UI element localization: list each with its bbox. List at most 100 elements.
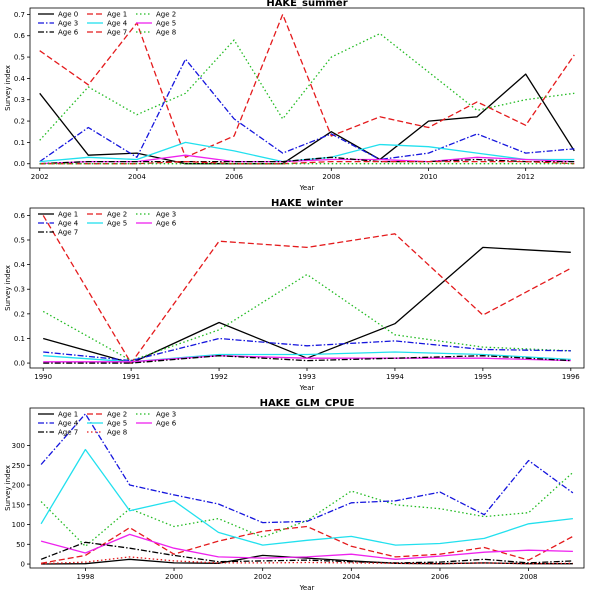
series-line-age-7 — [40, 541, 573, 564]
x-tick-label: 2010 — [420, 173, 438, 181]
series-line-age-3 — [39, 58, 575, 163]
x-axis-label: Year — [299, 584, 315, 592]
y-tick-label: 250 — [12, 462, 25, 470]
legend-label: Age 5 — [107, 220, 127, 228]
x-tick-label: 1996 — [562, 373, 580, 381]
series-line-age-2 — [39, 32, 575, 141]
y-tick-label: 0.6 — [14, 32, 26, 40]
plot-frame — [29, 207, 585, 369]
y-tick-label: 300 — [12, 442, 25, 450]
legend-label: Age 7 — [58, 229, 78, 237]
y-tick-label: 100 — [12, 521, 25, 529]
legend-label: Age 1 — [58, 211, 78, 219]
y-axis-label: Survey index — [4, 65, 12, 111]
x-tick-label: 2006 — [225, 173, 243, 181]
y-tick-label: 0.4 — [14, 75, 26, 83]
legend-label: Age 6 — [156, 420, 177, 428]
x-tick-label: 1994 — [386, 373, 404, 381]
legend-label: Age 3 — [58, 20, 78, 28]
y-tick-label: 50 — [16, 541, 25, 549]
y-tick-label: 0 — [21, 561, 25, 569]
legend-label: Age 4 — [58, 420, 79, 428]
legend-label: Age 6 — [58, 29, 79, 37]
plot-frame — [29, 407, 585, 569]
y-tick-label: 0.0 — [14, 160, 25, 168]
legend-label: Age 7 — [58, 429, 78, 437]
legend-label: Age 4 — [58, 220, 79, 228]
series-line-age-3 — [42, 273, 571, 362]
x-tick-label: 2008 — [322, 173, 340, 181]
series-line-age-5 — [40, 448, 573, 546]
legend-label: Age 3 — [156, 411, 176, 419]
chart-title: HAKE_summer — [266, 0, 347, 9]
x-axis-label: Year — [299, 384, 315, 392]
y-tick-label: 0.7 — [14, 11, 25, 19]
x-tick-label: 1995 — [474, 373, 492, 381]
y-tick-label: 0.3 — [14, 286, 25, 294]
legend-label: Age 5 — [156, 20, 176, 28]
series-line-age-0 — [39, 73, 575, 165]
x-tick-label: 1993 — [298, 373, 316, 381]
y-tick-label: 200 — [12, 482, 25, 490]
y-tick-label: 0.1 — [14, 335, 25, 343]
legend-label: Age 2 — [156, 11, 176, 19]
series-line-age-6 — [43, 355, 571, 363]
y-tick-label: 0.6 — [14, 212, 26, 220]
chart-title: HAKE_winter — [271, 198, 343, 209]
series-line-age-1 — [39, 13, 575, 158]
y-tick-label: 150 — [12, 501, 25, 509]
series-line-age-4 — [40, 413, 574, 524]
series-line-age-2 — [40, 525, 574, 564]
y-tick-label: 0.2 — [14, 310, 25, 318]
series-line-age-2 — [42, 215, 572, 364]
series-line-age-7 — [39, 160, 575, 165]
series-line-age-6 — [40, 533, 573, 560]
legend-label: Age 0 — [58, 11, 78, 19]
chart-panel-2: HAKE_winter 1990 1991 1992 1993 1994 1995 1996 0… — [4, 198, 585, 392]
x-axis-label: Year — [299, 184, 315, 192]
y-tick-label: 0.0 — [14, 360, 25, 368]
x-tick-label: 1998 — [76, 573, 94, 581]
legend-label: Age 2 — [107, 411, 127, 419]
y-tick-label: 0.2 — [14, 118, 25, 126]
x-tick-label: 1992 — [210, 373, 228, 381]
legend-label: Age 6 — [156, 220, 177, 228]
legend-label: Age 1 — [58, 411, 78, 419]
y-tick-label: 0.1 — [14, 139, 25, 147]
y-tick-label: 0.5 — [14, 54, 25, 62]
x-tick-label: 2000 — [165, 573, 183, 581]
x-tick-label: 2004 — [128, 173, 146, 181]
legend-label: Age 7 — [107, 29, 127, 37]
legend-label: Age 2 — [107, 211, 127, 219]
series-line-age-4 — [43, 337, 571, 362]
legend-label: Age 8 — [156, 29, 176, 37]
chart-title: HAKE_GLM_CPUE — [260, 398, 355, 409]
x-tick-label: 1991 — [122, 373, 140, 381]
legend-label: Age 1 — [107, 11, 127, 19]
legend-label: Age 4 — [107, 20, 128, 28]
legend-label: Age 8 — [107, 429, 127, 437]
x-tick-label: 2012 — [517, 173, 535, 181]
x-tick-label: 2004 — [342, 573, 360, 581]
y-tick-label: 0.5 — [14, 237, 25, 245]
legend-label: Age 3 — [156, 211, 176, 219]
y-axis-label: Survey index — [4, 265, 12, 311]
x-tick-label: 2008 — [520, 573, 538, 581]
y-tick-label: 0.4 — [14, 261, 26, 269]
series-line-age-6 — [39, 156, 575, 165]
plot-frame — [29, 7, 585, 169]
chart-panel-1: HAKE_summer 2002 2004 2006 2008 2010 2012 0.0 0.… — [4, 0, 585, 192]
chart-panel-3: HAKE_GLM_CPUE 1998 2000 2002 2004 2006 2008 0 50… — [4, 398, 585, 592]
x-tick-label: 1990 — [34, 373, 52, 381]
legend-label: Age 5 — [107, 420, 127, 428]
series-line-age-7 — [43, 355, 571, 364]
y-axis-label: Survey index — [4, 465, 12, 511]
series-line-age-3 — [40, 471, 574, 547]
y-tick-label: 0.3 — [14, 96, 25, 104]
series-line-age-8 — [41, 556, 573, 565]
